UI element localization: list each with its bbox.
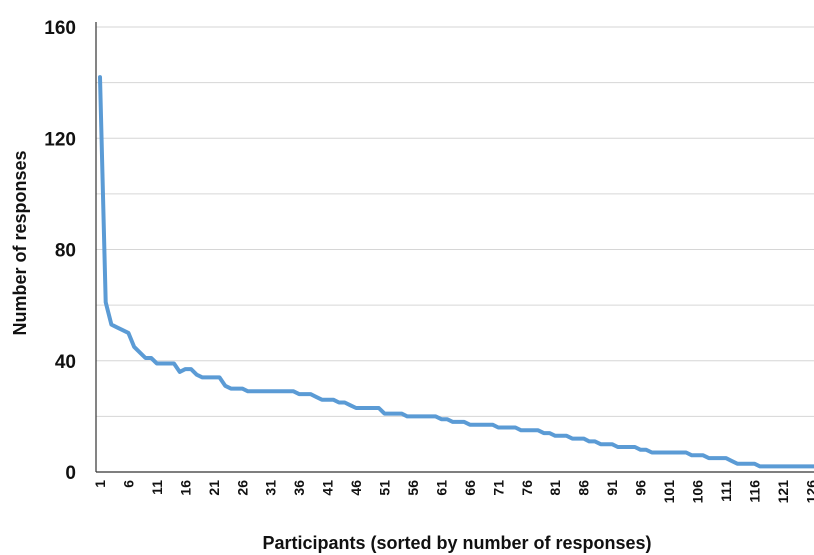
x-tick-label: 6 [120, 480, 136, 488]
y-axis-ticks: 0 40 80 120 160 [44, 18, 76, 484]
x-tick-label: 51 [377, 480, 393, 496]
gridlines [96, 26, 814, 417]
y-tick-label: 0 [65, 463, 76, 484]
x-tick-label: 111 [718, 480, 734, 502]
x-tick-label: 76 [519, 480, 535, 496]
x-tick-label: 36 [291, 480, 307, 496]
x-tick-label: 81 [547, 480, 563, 496]
x-tick-label: 41 [320, 480, 336, 496]
y-tick-label: 40 [55, 352, 76, 373]
x-tick-label: 21 [206, 480, 222, 496]
x-tick-label: 101 [661, 480, 677, 504]
x-tick-label: 66 [462, 480, 478, 496]
x-axis-title: Participants (sorted by number of respon… [262, 533, 651, 553]
x-tick-label: 46 [348, 480, 364, 496]
y-tick-label: 80 [55, 241, 76, 262]
x-tick-label: 71 [490, 480, 506, 496]
x-tick-label: 1 [92, 480, 108, 488]
x-axis-ticks: 1 6 11 16 21 26 31 36 41 46 51 56 61 66 71 76 81 86 91 96 10… [92, 480, 814, 504]
x-tick-label: 56 [405, 480, 421, 496]
x-tick-label: 116 [746, 480, 762, 503]
x-tick-label: 91 [604, 480, 620, 496]
x-tick-label: 86 [576, 480, 592, 496]
x-tick-label: 121 [775, 480, 791, 504]
x-tick-label: 106 [689, 480, 705, 504]
x-tick-label: 31 [263, 480, 279, 496]
x-tick-label: 11 [149, 480, 165, 495]
y-tick-label: 120 [44, 129, 76, 150]
x-tick-label: 126 [803, 480, 814, 504]
y-tick-label: 160 [44, 18, 76, 39]
y-axis-title: Number of responses [10, 150, 30, 335]
x-tick-label: 26 [234, 480, 250, 496]
series-line [98, 75, 814, 469]
x-tick-label: 96 [633, 480, 649, 496]
x-tick-label: 61 [433, 480, 449, 496]
x-tick-label: 16 [177, 480, 193, 496]
